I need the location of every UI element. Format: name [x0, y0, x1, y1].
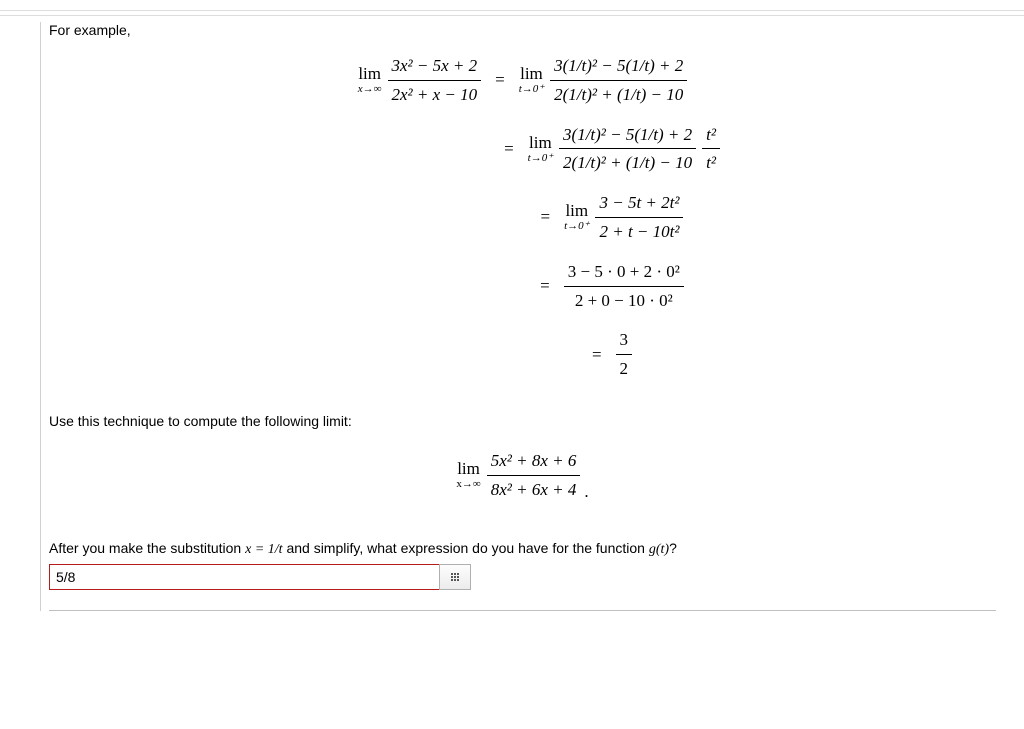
frac-3: 3 − 5 · 0 + 2 · 0² 2 + 0 − 10 · 0² [564, 260, 684, 313]
page-root: For example, lim x→∞ 3x² − 5x + 2 2x² + … [0, 0, 1024, 729]
content: For example, lim x→∞ 3x² − 5x + 2 2x² + … [40, 22, 996, 611]
eq-row-2: = lim t→0⁺ 3 − 5t + 2t² 2 + t − 10t² [49, 191, 996, 244]
frac-den: 2 + t − 10t² [595, 218, 683, 244]
mult-frac-1: t² t² [702, 123, 720, 176]
question-sub: x = 1/t [245, 542, 282, 557]
question-part: After you make the substitution [49, 540, 245, 556]
frac-2: 3 − 5t + 2t² 2 + t − 10t² [595, 191, 683, 244]
eq-rhs-4: 3 2 [616, 328, 633, 381]
lim-word: lim [529, 134, 552, 151]
lim-1: lim t→0⁺ [528, 134, 553, 164]
trailing-period: . [580, 482, 588, 502]
eq-lhs: lim x→∞ 3x² − 5x + 2 2x² + x − 10 [358, 54, 481, 107]
answer-row [49, 564, 996, 590]
lim-0: lim t→0⁺ [519, 65, 544, 95]
frac-num: 3 − 5 · 0 + 2 · 0² [564, 260, 684, 287]
lim-word: lim [457, 460, 480, 477]
instruction-text: Use this technique to compute the follow… [49, 413, 996, 429]
lim-word: lim [358, 65, 381, 82]
frac-num: 5x² + 8x + 6 [487, 449, 581, 476]
lim-lhs: lim x→∞ [358, 65, 382, 95]
intro-text: For example, [49, 22, 996, 38]
lim-sub: x→∞ [456, 479, 480, 490]
equals-sign: = [578, 345, 616, 365]
question-mark: ? [669, 540, 677, 556]
eq-rhs-0: lim t→0⁺ 3(1/t)² − 5(1/t) + 2 2(1/t)² + … [519, 54, 687, 107]
bottom-divider [49, 610, 996, 611]
eq-row-1: = lim t→0⁺ 3(1/t)² − 5(1/t) + 2 2(1/t)² … [49, 123, 996, 176]
frac-num: 3(1/t)² − 5(1/t) + 2 [550, 54, 687, 81]
lim-word: lim [565, 202, 588, 219]
answer-input[interactable] [49, 564, 439, 590]
eq-rhs-2: lim t→0⁺ 3 − 5t + 2t² 2 + t − 10t² [564, 191, 683, 244]
frac-den: 2(1/t)² + (1/t) − 10 [559, 149, 696, 175]
problem-row: lim x→∞ 5x² + 8x + 6 8x² + 6x + 4 . [49, 449, 996, 502]
eq-row-3: = 3 − 5 · 0 + 2 · 0² 2 + 0 − 10 · 0² [49, 260, 996, 313]
example-derivation: lim x→∞ 3x² − 5x + 2 2x² + x − 10 = lim … [49, 54, 996, 381]
frac-num: 3(1/t)² − 5(1/t) + 2 [559, 123, 696, 150]
lim-problem: lim x→∞ [456, 460, 480, 490]
frac-den: t² [702, 149, 720, 175]
lim-2: lim t→0⁺ [564, 202, 589, 232]
lim-word: lim [520, 65, 543, 82]
equals-sign: = [490, 139, 528, 159]
equals-sign: = [527, 207, 565, 227]
equals-sign: = [481, 70, 519, 90]
question-func: g(t) [649, 542, 669, 557]
grid-icon [451, 573, 459, 581]
frac-4: 3 2 [616, 328, 633, 381]
frac-problem: 5x² + 8x + 6 8x² + 6x + 4 [487, 449, 581, 502]
eq-row-4: = 3 2 [49, 328, 996, 381]
equation-editor-button[interactable] [439, 564, 471, 590]
frac-den: 2(1/t)² + (1/t) − 10 [550, 81, 687, 107]
frac-0: 3(1/t)² − 5(1/t) + 2 2(1/t)² + (1/t) − 1… [550, 54, 687, 107]
eq-rhs-3: 3 − 5 · 0 + 2 · 0² 2 + 0 − 10 · 0² [564, 260, 684, 313]
frac-den: 2x² + x − 10 [388, 81, 482, 107]
top-divider [0, 10, 1024, 16]
frac-den: 8x² + 6x + 4 [487, 476, 581, 502]
lim-sub: t→0⁺ [519, 84, 544, 95]
lim-sub: t→0⁺ [564, 221, 589, 232]
eq-row-0: lim x→∞ 3x² − 5x + 2 2x² + x − 10 = lim … [49, 54, 996, 107]
eq-rhs-1: lim t→0⁺ 3(1/t)² − 5(1/t) + 2 2(1/t)² + … [528, 123, 720, 176]
equals-sign: = [526, 276, 564, 296]
problem-expression: lim x→∞ 5x² + 8x + 6 8x² + 6x + 4 . [49, 449, 996, 502]
question-text: After you make the substitution x = 1/t … [49, 540, 996, 558]
frac-lhs: 3x² − 5x + 2 2x² + x − 10 [388, 54, 482, 107]
frac-1: 3(1/t)² − 5(1/t) + 2 2(1/t)² + (1/t) − 1… [559, 123, 696, 176]
frac-num: 3 [616, 328, 633, 355]
question-part: and simplify, what expression do you hav… [283, 540, 649, 556]
frac-num: t² [702, 123, 720, 150]
frac-den: 2 [616, 355, 633, 381]
frac-num: 3x² − 5x + 2 [388, 54, 482, 81]
frac-den: 2 + 0 − 10 · 0² [571, 287, 677, 313]
lim-sub: t→0⁺ [528, 153, 553, 164]
frac-num: 3 − 5t + 2t² [595, 191, 683, 218]
lim-sub: x→∞ [358, 84, 382, 95]
